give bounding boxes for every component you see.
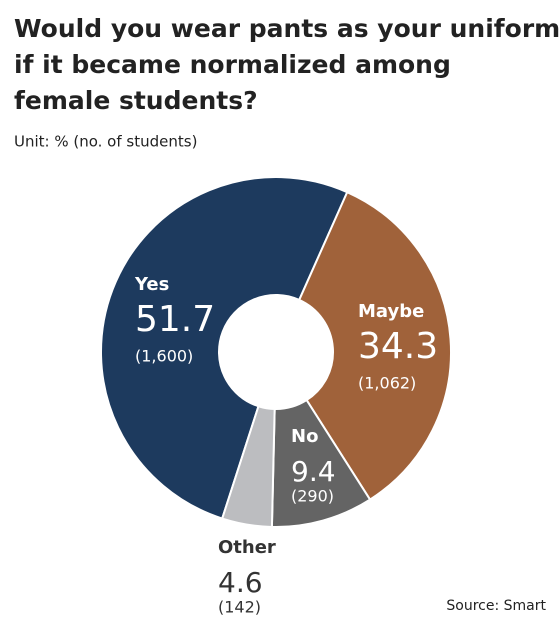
count-label: (1,600) [135, 347, 193, 366]
slice [100, 176, 349, 520]
slice [220, 404, 276, 528]
chart-title-line: female students? [14, 86, 258, 115]
count-label: (290) [291, 487, 334, 506]
count-label: (1,062) [358, 374, 416, 393]
value-label: 9.4 [291, 455, 336, 488]
slice-label: No [291, 426, 318, 447]
chart-subtitle: Unit: % (no. of students) [14, 133, 197, 151]
slice-label: Yes [134, 274, 169, 295]
chart-title-line: if it became normalized among [14, 50, 451, 79]
value-label: 4.6 [218, 566, 263, 599]
source: Source: Smart [446, 598, 546, 614]
chart-title-line: Would you wear pants as your uniform [14, 14, 560, 43]
value-label: 34.3 [358, 326, 438, 367]
slice [297, 190, 452, 501]
value-label: 51.7 [135, 299, 215, 340]
slice-label: Other [218, 537, 276, 558]
slice-label: Maybe [358, 301, 424, 322]
count-label: (142) [218, 598, 261, 617]
